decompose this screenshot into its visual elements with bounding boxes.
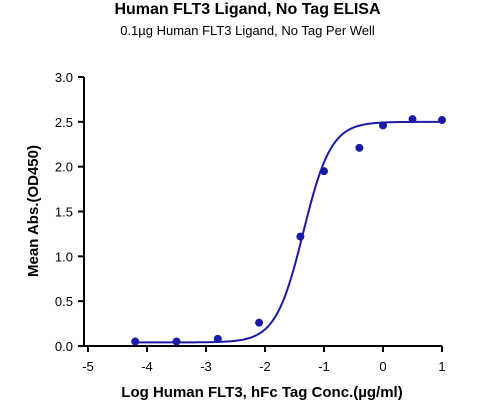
data-point xyxy=(408,115,417,124)
data-point xyxy=(355,143,364,152)
y-tick-label: 2.0 xyxy=(55,160,73,175)
y-tick-label: 1.5 xyxy=(55,205,73,220)
data-point xyxy=(255,318,264,327)
data-point xyxy=(320,167,328,176)
x-tick-label: -5 xyxy=(82,359,94,374)
y-tick-label: 0.5 xyxy=(55,294,73,309)
data-point xyxy=(172,337,181,346)
y-tick-label: 1.0 xyxy=(55,249,73,264)
data-point xyxy=(213,334,222,343)
x-tick-label: 1 xyxy=(438,359,445,374)
data-points xyxy=(131,115,446,346)
x-tick-label: 0 xyxy=(379,359,386,374)
data-point xyxy=(296,232,305,241)
y-tick-label: 0.0 xyxy=(55,339,73,354)
data-point xyxy=(379,121,387,130)
data-point xyxy=(131,337,140,346)
x-tick-label: -4 xyxy=(141,359,153,374)
chart-subtitle: 0.1µg Human FLT3 Ligand, No Tag Per Well xyxy=(120,23,375,38)
fit-curve xyxy=(135,120,442,344)
x-tick-label: -1 xyxy=(318,359,330,374)
y-axis-label: Mean Abs.(OD450) xyxy=(25,145,42,277)
x-tick-label: -3 xyxy=(200,359,212,374)
chart-title: Human FLT3 Ligand, No Tag ELISA xyxy=(114,1,381,18)
x-axis-label: Log Human FLT3, hFc Tag Conc.(µg/ml) xyxy=(121,384,402,400)
y-tick-label: 3.0 xyxy=(55,70,73,85)
y-axis-ticks: 0.0 0.5 1.0 1.5 2.0 2.5 3.0 xyxy=(55,70,84,354)
x-axis-ticks: -5 -4 -3 -2 -1 0 1 xyxy=(82,346,446,374)
x-tick-label: -2 xyxy=(259,359,271,374)
data-point xyxy=(438,116,446,125)
y-tick-label: 2.5 xyxy=(55,115,73,130)
